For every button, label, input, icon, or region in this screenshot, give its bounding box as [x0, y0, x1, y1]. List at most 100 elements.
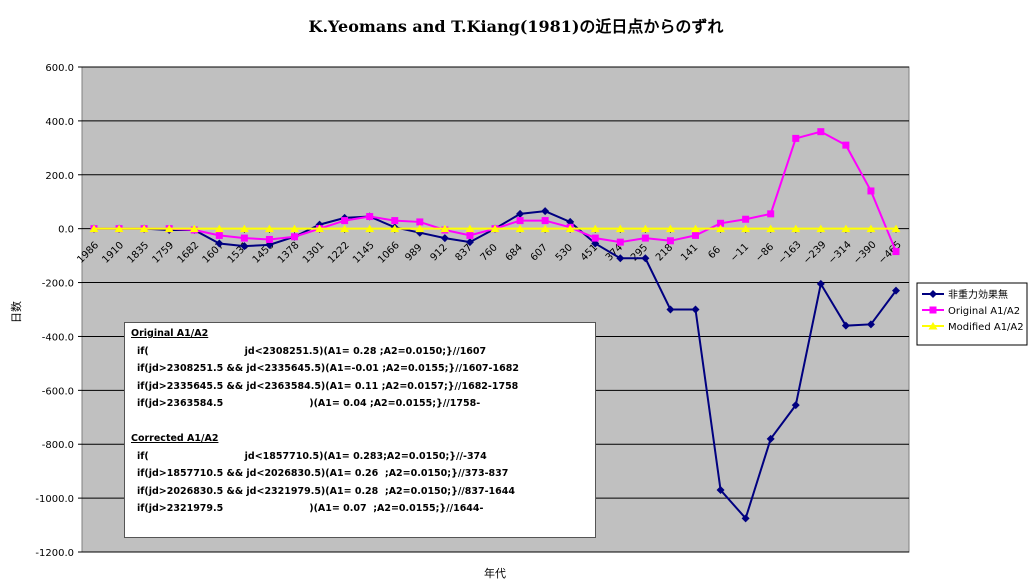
data-point: [139, 224, 149, 233]
data-point: [214, 224, 224, 233]
y-tick-label: 400.0: [45, 117, 74, 128]
data-point: [817, 128, 825, 136]
data-point: [816, 224, 826, 233]
data-point: [892, 286, 900, 295]
data-point: [465, 224, 475, 233]
data-point: [867, 187, 875, 195]
corrected-line: if(jd>2026830.5 && jd<2321979.5)(A1= 0.2…: [137, 485, 515, 497]
data-point: [590, 224, 600, 233]
data-point: [616, 238, 624, 246]
y-axis-label: 日数: [10, 301, 23, 323]
data-point: [841, 321, 850, 330]
data-point: [791, 224, 801, 233]
data-point: [866, 224, 876, 233]
data-point: [541, 217, 549, 225]
data-point: [766, 434, 775, 443]
original-heading: Original A1/A2: [131, 328, 209, 339]
data-point: [866, 320, 875, 329]
data-point: [691, 224, 700, 233]
data-point: [615, 224, 625, 233]
series-2: [89, 224, 901, 233]
formula-note-box: Original A1/A2 if( jd<2308251.5)(A1= 0.2…: [124, 322, 596, 538]
data-point: [741, 224, 751, 233]
data-point: [666, 237, 674, 245]
data-point: [565, 224, 575, 233]
legend-label: Original A1/A2: [948, 306, 1020, 317]
data-point: [891, 224, 901, 233]
chart-title: K.Yeomans and T.Kiang(1981)の近日点からのずれ: [309, 17, 724, 36]
data-point: [240, 234, 248, 242]
data-point: [641, 234, 649, 242]
corrected-line: if(jd>1857710.5 && jd<2026830.5)(A1= 0.2…: [137, 468, 509, 479]
original-line: if(jd>2308251.5 && jd<2335645.5)(A1=-0.0…: [137, 363, 519, 374]
data-point: [767, 210, 775, 218]
data-point: [741, 514, 750, 523]
corrected-line: if(jd>2321979.5 )(A1= 0.07 ;A2=0.0155;}/…: [137, 503, 484, 514]
data-point: [189, 224, 199, 233]
data-point: [390, 224, 400, 233]
data-point: [415, 224, 425, 233]
series-group: [89, 128, 901, 523]
legend-label: Modified A1/A2: [948, 322, 1024, 333]
legend-marker: [928, 322, 938, 330]
data-point: [341, 217, 349, 225]
data-point: [366, 213, 374, 221]
original-line: if(jd>2335645.5 && jd<2363584.5)(A1= 0.1…: [137, 380, 519, 392]
notes-spacer: [131, 413, 589, 431]
data-point: [490, 224, 500, 233]
data-point: [665, 224, 675, 233]
legend-label: 非重力効果無: [948, 288, 1008, 301]
data-point: [591, 234, 599, 242]
data-point: [541, 207, 550, 216]
y-tick-label: 200.0: [45, 171, 74, 182]
data-point: [892, 248, 900, 256]
data-point: [215, 231, 223, 239]
data-point: [391, 217, 399, 225]
data-point: [440, 234, 449, 243]
data-point: [515, 224, 525, 233]
y-tick-label: 600.0: [45, 63, 74, 74]
data-point: [666, 305, 675, 314]
y-tick-label: -1000.0: [35, 494, 74, 505]
data-point: [816, 279, 825, 288]
data-point: [440, 224, 450, 233]
data-point: [691, 305, 700, 314]
data-point: [240, 242, 249, 251]
data-point: [842, 141, 850, 149]
y-tick-label: 0.0: [58, 225, 74, 236]
original-line: if(jd>2363584.5 )(A1= 0.04 ;A2=0.0155;}/…: [137, 398, 481, 409]
y-tick-label: -800.0: [42, 440, 74, 451]
x-axis-label: 年代: [484, 566, 506, 580]
corrected-heading: Corrected A1/A2: [131, 433, 219, 444]
data-point: [340, 224, 350, 233]
data-point: [716, 486, 725, 495]
data-point: [641, 254, 650, 263]
data-point: [766, 224, 776, 233]
data-point: [792, 134, 800, 142]
data-point: [516, 209, 525, 218]
y-tick-label: -1200.0: [35, 548, 74, 559]
data-point: [114, 224, 124, 233]
data-point: [516, 217, 524, 225]
data-point: [616, 254, 625, 263]
data-point: [365, 224, 375, 233]
legend: 非重力効果無 Original A1/A2 Modified A1/A2: [916, 282, 1028, 346]
y-tick-label: -600.0: [42, 386, 74, 397]
data-point: [742, 215, 750, 223]
data-point: [716, 224, 726, 233]
data-point: [466, 231, 474, 239]
data-point: [540, 224, 550, 233]
data-point: [640, 224, 650, 233]
original-line: if( jd<2308251.5)(A1= 0.28 ;A2=0.0150;}/…: [137, 345, 487, 357]
data-point: [717, 219, 725, 227]
data-point: [265, 235, 273, 243]
legend-marker: [929, 306, 937, 314]
y-tick-label: -200.0: [42, 279, 74, 290]
data-point: [264, 224, 274, 233]
data-point: [315, 224, 325, 233]
data-point: [416, 218, 424, 226]
corrected-line: if( jd<1857710.5)(A1= 0.283;A2=0.0150;}/…: [137, 450, 487, 462]
data-point: [290, 224, 299, 233]
data-point: [239, 224, 249, 233]
y-tick-label: -400.0: [42, 332, 74, 343]
